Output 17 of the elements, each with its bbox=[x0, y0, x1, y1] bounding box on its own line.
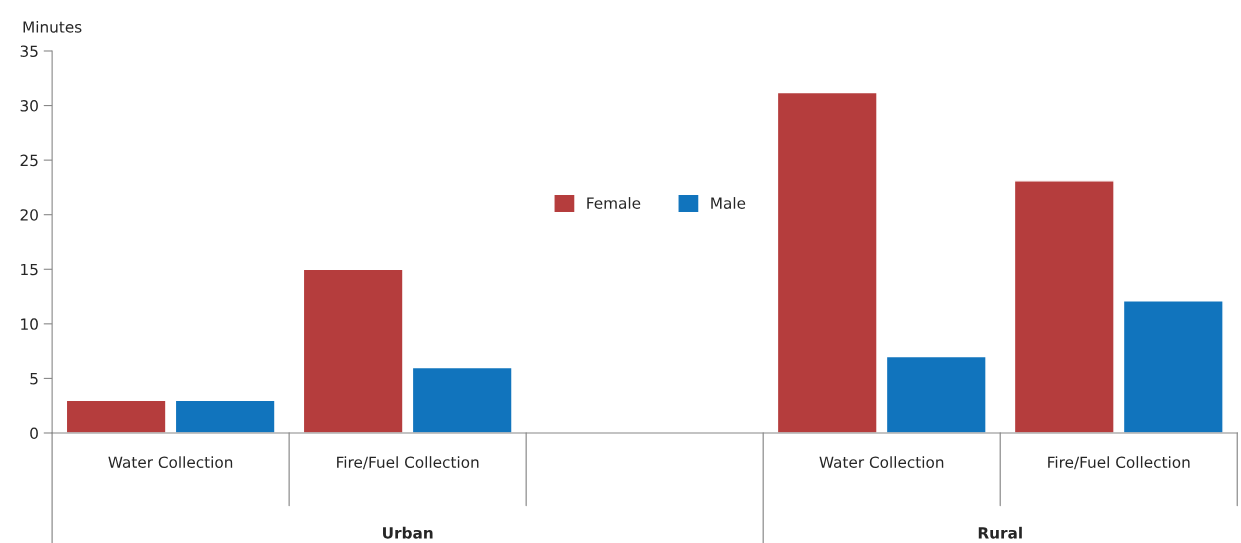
text: Urban bbox=[383, 526, 433, 539]
y-tick-label: 5 bbox=[30, 373, 38, 385]
y-tick-label: 35 bbox=[20, 45, 38, 58]
y-tick-label: 0 bbox=[30, 427, 38, 440]
x-tick-label: Fire/Fuel Collection bbox=[337, 456, 479, 470]
x-tick-label: Water Collection bbox=[819, 456, 944, 468]
y-tick-label: 25 bbox=[20, 154, 38, 167]
x-tick-label: Fire/Fuel Collection bbox=[1048, 456, 1190, 470]
legend-label: Male bbox=[711, 197, 746, 209]
text: Rural bbox=[978, 526, 1022, 539]
x-tick-label: Water Collection bbox=[108, 456, 233, 468]
y-tick-label: 20 bbox=[20, 209, 38, 221]
y-tick-label: 15 bbox=[21, 263, 38, 276]
y-axis-title: Minutes bbox=[23, 20, 82, 33]
legend-label: Female bbox=[587, 197, 641, 209]
y-tick-label: 30 bbox=[20, 100, 38, 112]
y-tick-label: 10 bbox=[21, 318, 38, 330]
